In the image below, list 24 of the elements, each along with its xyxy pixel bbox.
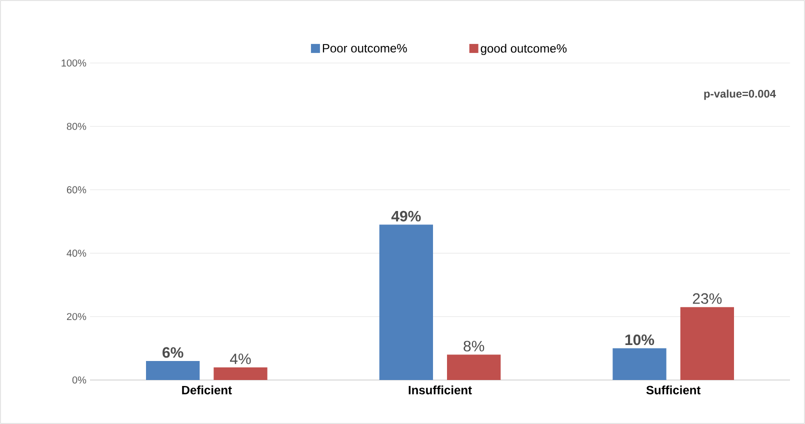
x-tick-label: Deficient [182,386,232,394]
x-tick-label: Insufficient [408,386,472,394]
data-label: 10% [625,334,654,346]
data-label: 6% [162,347,184,358]
y-tick-label: 0% [72,376,86,384]
data-label: 8% [464,340,484,352]
annotation: p-value=0.004 [704,90,776,100]
legend-label: Poor outcome% [322,44,407,52]
y-tick-label: 40% [66,250,86,257]
data-label: 23% [692,293,722,304]
bar [214,367,268,380]
data-label: 49% [391,210,421,222]
bar [680,307,734,380]
bar [447,354,501,380]
data-label: 4% [230,354,251,364]
legend-label: good outcome% [480,44,567,56]
y-tick-label: 100% [62,59,86,67]
bar [612,348,666,380]
x-tick-label: Sufficient [646,386,701,394]
bar [146,360,200,380]
y-tick-label: 80% [66,122,86,130]
y-tick-label: 60% [66,186,86,194]
y-tick-label: 20% [66,313,86,320]
bar [379,224,434,380]
